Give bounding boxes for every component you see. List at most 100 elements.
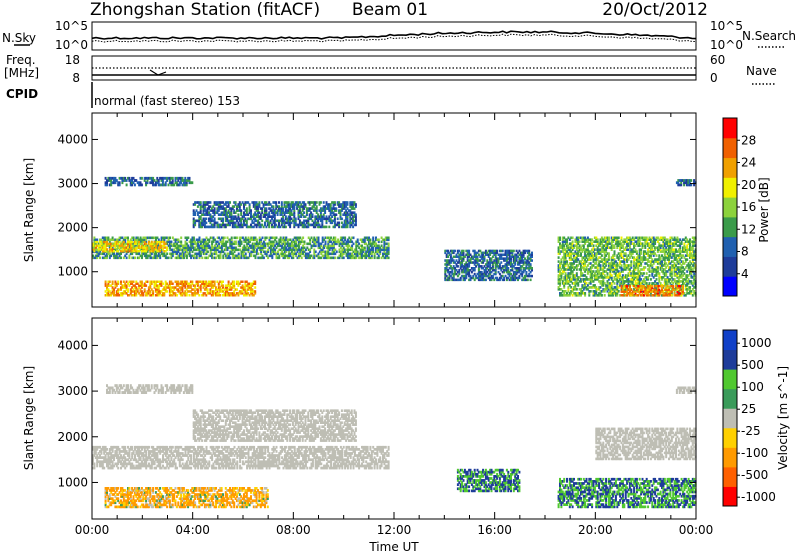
velocity-colorbar-segment <box>723 330 737 351</box>
velocity-colorbar-segment <box>723 427 737 448</box>
velocity-panel: Slant Range [km] 1000 2000 3000 4000 00:00 0… <box>22 317 790 554</box>
velocity-colorbar-segment <box>723 466 737 487</box>
freq-unit-label: [MHz] <box>4 66 39 80</box>
nsky-label: N.Sky <box>2 31 36 45</box>
echo-region <box>104 487 269 509</box>
echo-region <box>92 240 169 253</box>
xtick-label: 00:00 <box>75 523 110 537</box>
xtick-label: 16:00 <box>477 523 512 537</box>
power-colorbar-segment <box>723 216 737 238</box>
echo-region <box>192 201 357 229</box>
velocity-ylabel: Slant Range [km] <box>22 366 36 470</box>
velocity-colorbar-tick: 500 <box>741 358 764 372</box>
power-panel: Slant Range [km] 1000 2000 3000 4000 4 8 12 16… <box>22 112 771 308</box>
power-colorbar-label: Power [dB] <box>757 177 771 242</box>
xtick-label: 00:00 <box>679 523 714 537</box>
nsky-tick-top: 10^5 <box>55 19 88 33</box>
freq-label: Freq. <box>6 53 36 67</box>
cpid-label: CPID <box>6 87 38 101</box>
power-colorbar: 4 8 12 16 20 24 28 <box>722 117 756 297</box>
echo-region <box>444 249 533 282</box>
velocity-echo-layer <box>92 384 697 509</box>
nsearch-tick-bottom: 10^0 <box>710 38 743 52</box>
echo-region <box>456 468 521 493</box>
station-title: Zhongshan Station (fitACF) <box>90 0 320 20</box>
ytick-label: 2000 <box>57 221 88 235</box>
ytick-label: 1000 <box>57 265 88 279</box>
ytick-label: 3000 <box>57 177 88 191</box>
velocity-colorbar-tick: 100 <box>741 380 764 394</box>
beam-label: Beam 01 <box>352 0 428 20</box>
nave-tick-bottom: 0 <box>710 71 718 85</box>
nsearch-line <box>91 33 697 43</box>
echo-region <box>192 409 357 442</box>
nsky-tick-bottom: 10^0 <box>55 38 88 52</box>
power-colorbar-tick: 8 <box>741 245 749 259</box>
echo-region <box>106 384 194 394</box>
power-colorbar-segment <box>723 118 737 139</box>
freq-tick-top: 18 <box>65 53 80 67</box>
echo-region <box>92 445 390 470</box>
power-colorbar-tick: 4 <box>741 267 749 281</box>
cpid-panel: CPID normal (fast stereo) 153 <box>6 82 240 108</box>
ytick-label: 2000 <box>57 430 88 444</box>
ytick-label: 4000 <box>57 338 88 352</box>
power-colorbar-segment <box>723 256 737 277</box>
velocity-colorbar: 1000 500 100 25 -25 -100 -500 -1000 <box>722 329 776 507</box>
date-label: 20/Oct/2012 <box>602 0 708 20</box>
echo-region <box>104 280 257 297</box>
velocity-colorbar-segment <box>723 388 737 409</box>
echo-region <box>104 176 194 187</box>
nsearch-label: N.Search <box>742 29 796 43</box>
echo-region <box>675 179 697 187</box>
velocity-colorbar-tick: -25 <box>741 424 761 438</box>
time-xlabel: Time UT <box>368 540 419 554</box>
power-colorbar-tick: 20 <box>741 178 756 192</box>
power-colorbar-segment <box>723 197 737 218</box>
velocity-colorbar-tick: -1000 <box>741 490 776 504</box>
nsearch-tick-top: 10^5 <box>710 19 743 33</box>
velocity-colorbar-segment <box>723 447 737 468</box>
power-colorbar-tick: 28 <box>741 133 756 147</box>
echo-region <box>595 427 697 461</box>
velocity-colorbar-segment <box>723 408 737 429</box>
velocity-colorbar-tick: 1000 <box>741 336 772 350</box>
velocity-colorbar-tick: -500 <box>741 468 768 482</box>
power-colorbar-tick: 12 <box>741 222 756 236</box>
freq-tick-bottom: 8 <box>72 71 80 85</box>
velocity-colorbar-tick: -100 <box>741 446 768 460</box>
nave-dip <box>149 69 167 76</box>
power-echo-layer <box>92 176 697 297</box>
cpid-mode-text: normal (fast stereo) 153 <box>94 94 240 108</box>
ytick-label: 3000 <box>57 384 88 398</box>
ytick-label: 4000 <box>57 132 88 146</box>
xtick-label: 04:00 <box>175 523 210 537</box>
echo-region <box>620 285 684 297</box>
xtick-label: 20:00 <box>578 523 613 537</box>
ytick-label: 1000 <box>57 475 88 489</box>
power-colorbar-segment <box>723 157 737 178</box>
power-colorbar-segment <box>723 177 737 198</box>
power-colorbar-tick: 16 <box>741 200 756 214</box>
xtick-label: 08:00 <box>276 523 311 537</box>
echo-region <box>675 386 697 394</box>
nave-label: Nave <box>746 64 777 78</box>
power-colorbar-segment <box>723 236 737 257</box>
noise-panel: N.Sky 10^5 10^0 10^5 10^0 N.Search <box>2 19 796 52</box>
xtick-label: 12:00 <box>377 523 412 537</box>
nave-tick-top: 60 <box>710 53 725 67</box>
freq-panel: Freq. [MHz] 18 8 60 0 Nave <box>4 53 777 85</box>
echo-region <box>557 477 697 509</box>
power-colorbar-tick: 24 <box>741 156 756 170</box>
power-ylabel: Slant Range [km] <box>22 158 36 262</box>
velocity-colorbar-segment <box>723 349 737 370</box>
echo-region <box>557 236 697 297</box>
velocity-colorbar-segment <box>723 486 737 507</box>
power-colorbar-segment <box>723 137 737 159</box>
power-colorbar-segment <box>723 276 737 297</box>
nsky-line <box>91 30 697 40</box>
velocity-colorbar-label: Velocity [m s^-1] <box>776 366 790 470</box>
velocity-colorbar-tick: 25 <box>741 402 756 416</box>
velocity-colorbar-segment <box>723 369 737 390</box>
